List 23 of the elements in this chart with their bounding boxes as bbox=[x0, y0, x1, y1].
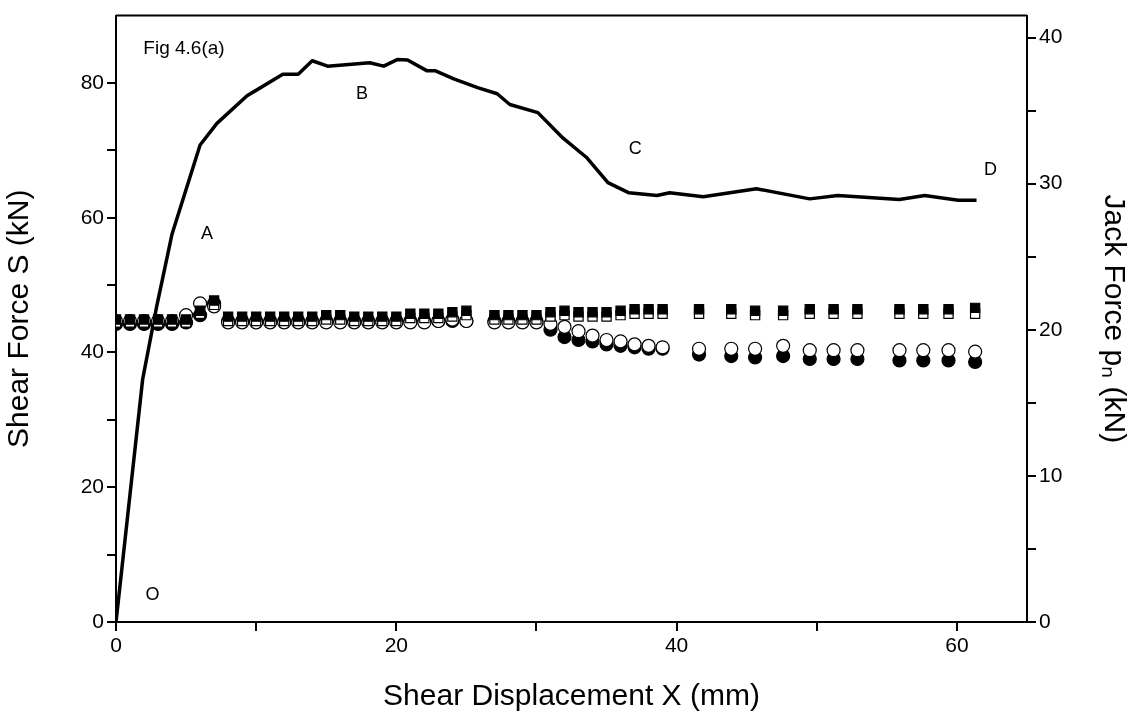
annotation: Fig 4.6(a) bbox=[143, 37, 225, 59]
y2-tick-label: 40 bbox=[1039, 24, 1063, 48]
y2-tick-label: 10 bbox=[1039, 462, 1063, 486]
annotation: O bbox=[145, 583, 160, 604]
y-tick-label: 0 bbox=[92, 608, 104, 632]
y-axis-title: Shear Force S (kN) bbox=[1, 189, 35, 448]
y2-axis-title: Jack Force pₙ (kN) bbox=[1098, 194, 1132, 444]
x-tick-label: 60 bbox=[945, 633, 969, 657]
annotation: D bbox=[984, 159, 998, 180]
y-tick-label: 60 bbox=[80, 204, 104, 228]
y2-tick-label: 0 bbox=[1039, 608, 1051, 632]
x-tick-label: 40 bbox=[664, 633, 689, 657]
x-tick-label: 0 bbox=[110, 633, 122, 657]
x-tick-label: 20 bbox=[384, 633, 408, 657]
y-tick-label: 40 bbox=[80, 339, 104, 363]
annotation: B bbox=[355, 83, 368, 104]
y-tick-label: 80 bbox=[80, 69, 104, 93]
y-tick-label: 20 bbox=[80, 474, 104, 498]
annotation: A bbox=[201, 222, 214, 243]
annotation: C bbox=[628, 137, 642, 158]
y2-tick-label: 20 bbox=[1039, 316, 1063, 340]
x-axis-title: Shear Displacement X (mm) bbox=[383, 678, 760, 712]
y2-tick-label: 30 bbox=[1039, 170, 1063, 194]
